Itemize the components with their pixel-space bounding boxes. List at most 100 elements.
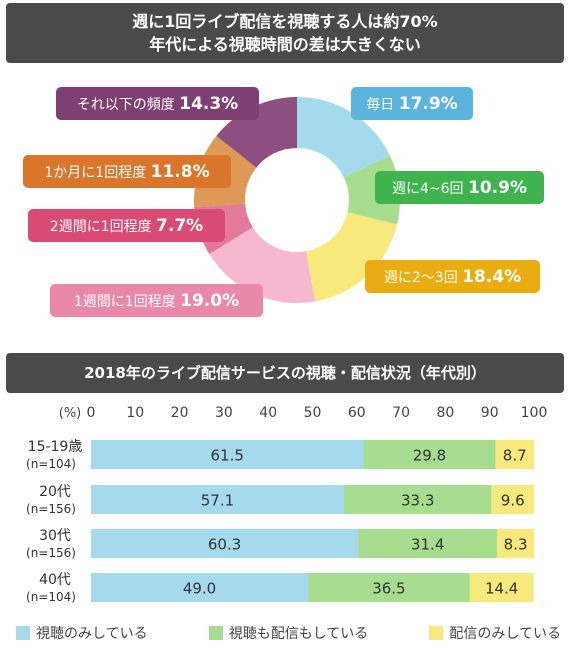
slice-label: 毎日 17.9% xyxy=(351,87,473,120)
donut-slice xyxy=(216,97,297,168)
donut-title-line1: 週に1回ライブ配信を視聴する人は約70% xyxy=(132,12,438,31)
slice-category: 毎日 xyxy=(366,97,398,113)
bar-value-label: 57.1 xyxy=(201,492,234,510)
legend-item: 配信のみしている xyxy=(429,623,561,643)
x-tick-label: 10 xyxy=(126,405,144,421)
bar-segment xyxy=(91,485,344,514)
bar-segment xyxy=(491,485,534,514)
bar-segment xyxy=(358,529,498,558)
x-tick-label: 50 xyxy=(304,405,322,421)
slice-label-box xyxy=(365,260,540,293)
bar-chart-title: 2018年のライブ配信サービスの視聴・配信状況（年代別） xyxy=(6,353,564,393)
slice-label: それ以下の頻度 14.3% xyxy=(56,87,259,120)
slice-label: 週に4~6回 10.9% xyxy=(375,171,544,204)
x-tick-label: 40 xyxy=(259,405,277,421)
bar-value-label: 49.0 xyxy=(183,580,216,598)
slice-value: 18.4% xyxy=(462,267,521,287)
donut-slice xyxy=(306,212,398,302)
legend-label: 視聴のみしている xyxy=(36,626,148,642)
legend-item: 視聴のみしている xyxy=(16,623,148,643)
x-tick-label: 80 xyxy=(436,405,454,421)
slice-label-text: 1か月に1回程度 11.8% xyxy=(44,162,209,182)
bar-segment xyxy=(497,529,534,558)
slice-label-box xyxy=(23,155,231,188)
slice-category: 1か月に1回程度 xyxy=(44,165,150,181)
axis-unit-label: (%) xyxy=(59,406,82,421)
donut-slice xyxy=(297,97,390,178)
bar-value-label: 31.4 xyxy=(411,536,444,554)
legend-swatch xyxy=(208,626,223,640)
x-tick-label: 30 xyxy=(215,405,233,421)
slice-label: 週に2～3回 18.4% xyxy=(365,260,540,293)
slice-value: 11.8% xyxy=(151,162,210,182)
bar-value-label: 14.4 xyxy=(485,580,518,598)
category-label: 20代 xyxy=(39,484,71,500)
bar-value-label: 9.6 xyxy=(501,492,525,510)
slice-label-text: 2週間に1回程度 7.7% xyxy=(50,216,203,236)
slice-label: 2週間に1回程度 7.7% xyxy=(28,209,225,242)
legend-swatch xyxy=(16,626,30,640)
bar-segment xyxy=(308,573,470,602)
legend-item: 視聴も配信もしている xyxy=(208,623,369,643)
bar-legend: 視聴のみしている 視聴も配信もしている 配信のみしている xyxy=(16,622,561,644)
bar-segment xyxy=(495,440,534,469)
slice-label-text: それ以下の頻度 14.3% xyxy=(77,94,238,114)
slice-label-box xyxy=(50,284,263,317)
slice-category: 2週間に1回程度 xyxy=(50,219,156,235)
bar-value-label: 36.5 xyxy=(372,580,405,598)
bar-segment xyxy=(91,529,359,558)
slice-label-box xyxy=(28,209,225,242)
donut-slice xyxy=(209,227,316,303)
slice-value: 17.9% xyxy=(399,94,458,114)
donut-title-line2: 年代による視聴時間の差は大きくない xyxy=(149,35,421,54)
bar-value-label: 8.3 xyxy=(504,536,528,554)
slice-label-text: 1週間に1回程度 19.0% xyxy=(74,291,239,311)
x-tick-label: 70 xyxy=(392,405,410,421)
slice-category: 1週間に1回程度 xyxy=(74,294,180,310)
bar-value-label: 8.7 xyxy=(503,447,527,465)
category-n-label: (n=104) xyxy=(26,590,76,604)
slice-label-text: 週に2～3回 18.4% xyxy=(384,267,521,287)
slice-label-text: 週に4~6回 10.9% xyxy=(392,178,527,198)
slice-label: 1か月に1回程度 11.8% xyxy=(23,155,231,188)
stacked-bar-chart: (%) 0 10 20 30 40 50 60 70 80 90 100 15-19歳 (n=104) 61… xyxy=(26,405,547,604)
slice-label: 1週間に1回程度 19.0% xyxy=(50,284,263,317)
bar-segment xyxy=(91,573,309,602)
x-tick-label: 60 xyxy=(348,405,366,421)
slice-value: 19.0% xyxy=(180,291,239,311)
category-n-label: (n=156) xyxy=(26,502,76,516)
legend-swatch xyxy=(429,626,444,640)
category-label: 40代 xyxy=(39,572,71,588)
slice-category: それ以下の頻度 xyxy=(77,97,179,113)
bar-segment xyxy=(363,440,496,469)
slice-category: 週に4~6回 xyxy=(392,181,468,197)
bar-value-label: 33.3 xyxy=(401,492,434,510)
legend-label: 視聴も配信もしている xyxy=(228,626,369,642)
x-tick-label: 20 xyxy=(171,405,189,421)
x-tick-label: 90 xyxy=(481,405,499,421)
donut-chart-title: 週に1回ライブ配信を視聴する人は約70% 年代による視聴時間の差は大きくない xyxy=(6,3,564,63)
bar-value-label: 29.8 xyxy=(413,447,446,465)
bar-segment xyxy=(91,440,364,469)
x-tick-label: 0 xyxy=(87,405,96,421)
category-n-label: (n=104) xyxy=(26,457,76,471)
slice-value: 14.3% xyxy=(179,94,238,114)
slice-label-box xyxy=(351,87,473,120)
legend-label: 配信のみしている xyxy=(449,626,561,642)
bar-segment xyxy=(469,573,534,602)
bar-title-text: 2018年のライブ配信サービスの視聴・配信状況（年代別） xyxy=(84,364,486,382)
bar-segment xyxy=(343,485,492,514)
slice-category: 週に2～3回 xyxy=(384,270,462,286)
category-label: 15-19歳 xyxy=(28,439,83,455)
bar-value-label: 60.3 xyxy=(208,536,241,554)
x-tick-label: 100 xyxy=(521,405,548,421)
category-label: 30代 xyxy=(39,528,71,544)
slice-label-text: 毎日 17.9% xyxy=(366,94,457,114)
slice-value: 10.9% xyxy=(468,178,527,198)
bar-value-label: 61.5 xyxy=(211,447,244,465)
slice-value: 7.7% xyxy=(156,216,203,236)
category-n-label: (n=156) xyxy=(26,546,76,560)
slice-label-box xyxy=(375,171,544,204)
slice-label-box xyxy=(56,87,259,120)
